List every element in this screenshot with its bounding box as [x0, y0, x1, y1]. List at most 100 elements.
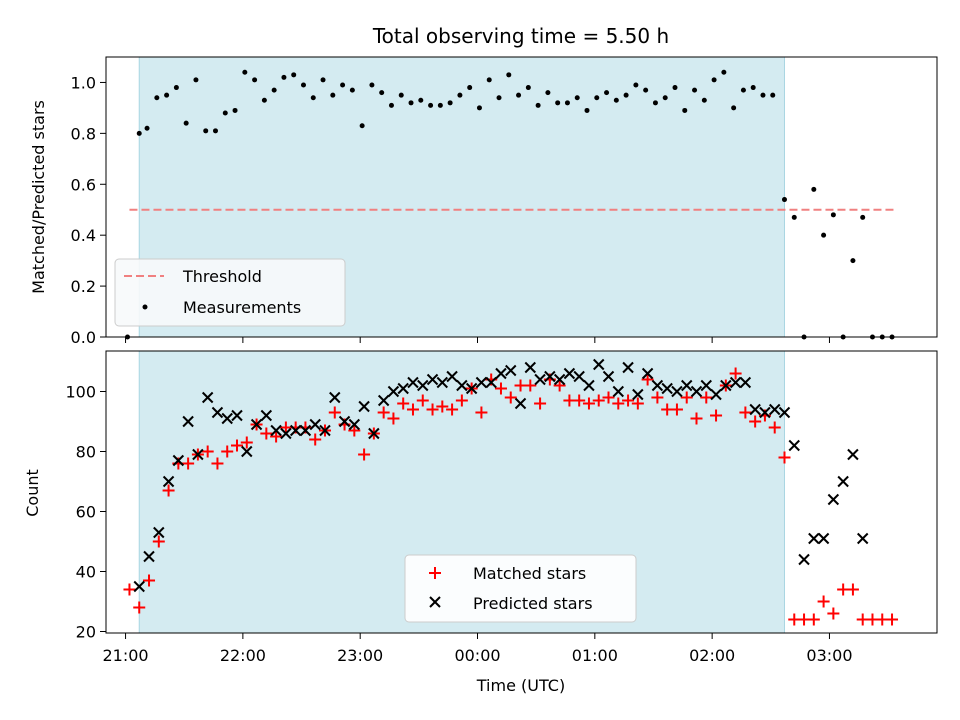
measurement-point: [496, 95, 502, 101]
predicted-star-point: [182, 415, 194, 428]
matched-star-point: [768, 421, 781, 434]
measurement-point: [564, 100, 570, 106]
predicted-star-point: [583, 379, 595, 392]
matched-star-point: [426, 403, 439, 416]
measurement-point: [623, 92, 629, 98]
matched-star-point: [377, 406, 390, 419]
measurement-point: [821, 232, 827, 238]
bottom-y-tick-label: 80: [76, 443, 96, 462]
measurement-point: [203, 128, 209, 134]
matched-star-point: [827, 607, 840, 620]
measurement-point: [222, 110, 228, 116]
matched-star-point: [739, 406, 752, 419]
predicted-star-point: [593, 358, 605, 371]
bottom-legend-box: [404, 554, 637, 623]
bottom-axes-frame: [105, 350, 938, 634]
predicted-star-points: [133, 358, 869, 593]
measurement-point: [154, 95, 160, 101]
top-y-tick-label: 1.0: [71, 73, 96, 92]
predicted-star-point: [553, 373, 566, 386]
predicted-star-point: [847, 448, 859, 461]
matched-star-point: [475, 406, 488, 419]
measurement-point: [791, 214, 797, 220]
predicted-star-point: [143, 550, 155, 563]
matched-star-point: [455, 394, 468, 407]
predicted-star-point: [397, 382, 409, 395]
matched-star-point: [631, 397, 644, 410]
top-legend-box: [114, 258, 346, 327]
matched-star-point: [328, 406, 341, 419]
predicted-star-point: [622, 361, 634, 374]
matched-star-point: [358, 448, 371, 461]
matched-star-point: [152, 535, 165, 548]
measurement-point: [136, 130, 142, 136]
predicted-star-point: [241, 445, 253, 458]
measurement-point: [652, 100, 658, 106]
matched-star-point: [670, 403, 683, 416]
matched-star-point: [231, 439, 244, 452]
top-y-tick-label: 0.6: [71, 175, 96, 194]
x-tick-label: 03:00: [806, 646, 852, 665]
matched-star-point: [446, 403, 459, 416]
top-axes-frame: [105, 56, 938, 338]
legend-matched-swatch: [429, 567, 441, 579]
matched-star-point: [846, 583, 859, 596]
predicted-star-point: [544, 370, 556, 383]
predicted-star-point: [250, 418, 263, 431]
measurement-point: [584, 107, 590, 113]
predicted-star-point: [417, 379, 429, 392]
measurement-point: [447, 100, 453, 106]
measurement-point: [682, 107, 688, 113]
predicted-star-point: [690, 385, 703, 398]
x-axis-label: Time (UTC): [476, 676, 565, 695]
predicted-star-point: [671, 385, 683, 398]
matched-star-point: [221, 445, 234, 458]
matched-star-point: [807, 613, 820, 626]
measurement-point: [811, 186, 817, 192]
measurement-point: [242, 69, 248, 75]
predicted-star-point: [172, 454, 185, 467]
predicted-star-point: [358, 400, 370, 413]
bottom-x-axis-ticks: 21:00 22:00 23:00 00:00 01:00 02:00 03:00: [102, 633, 853, 665]
top-legend: Threshold Measurements: [114, 258, 346, 327]
predicted-star-point: [309, 418, 321, 431]
measurement-point: [164, 92, 170, 98]
measurement-point: [183, 120, 189, 126]
predicted-star-point: [192, 448, 204, 461]
measurement-point: [173, 85, 179, 91]
measurement-point: [506, 72, 512, 78]
predicted-star-point: [446, 370, 458, 383]
predicted-star-point: [612, 385, 624, 398]
predicted-star-point: [348, 418, 361, 431]
predicted-star-point: [133, 580, 145, 593]
measurement-point: [379, 90, 385, 96]
measurement-point: [721, 69, 727, 75]
matched-star-point: [573, 394, 586, 407]
bottom-y-tick-label: 40: [76, 563, 96, 582]
chart-title: Total observing time = 5.50 h: [372, 24, 669, 48]
measurement-point: [428, 102, 434, 108]
matched-star-point: [416, 394, 429, 407]
measurement-point: [252, 77, 258, 83]
matched-star-point: [778, 451, 791, 464]
predicted-star-point: [329, 391, 341, 404]
matched-star-point: [494, 382, 507, 395]
matched-star-point: [504, 391, 517, 404]
predicted-star-point: [651, 379, 664, 392]
predicted-star-point: [661, 382, 673, 395]
predicted-star-point: [153, 526, 165, 539]
predicted-star-point: [739, 376, 752, 389]
measurement-point: [672, 85, 678, 91]
measurement-point: [457, 92, 463, 98]
ratio-panel: 0.0 0.2 0.4 0.6 0.8 1.0 Matched/Predicted sta…: [29, 56, 938, 347]
matched-star-point: [710, 409, 723, 422]
matched-star-point: [436, 400, 449, 413]
predicted-star-point: [338, 415, 351, 428]
matched-star-point: [270, 430, 283, 443]
predicted-star-point: [788, 439, 800, 452]
measurement-point: [476, 105, 482, 111]
legend-matched-label: Matched stars: [473, 564, 586, 583]
measurement-point: [340, 82, 346, 88]
measurement-point: [349, 87, 355, 93]
bottom-y-tick-label: 100: [65, 383, 96, 402]
